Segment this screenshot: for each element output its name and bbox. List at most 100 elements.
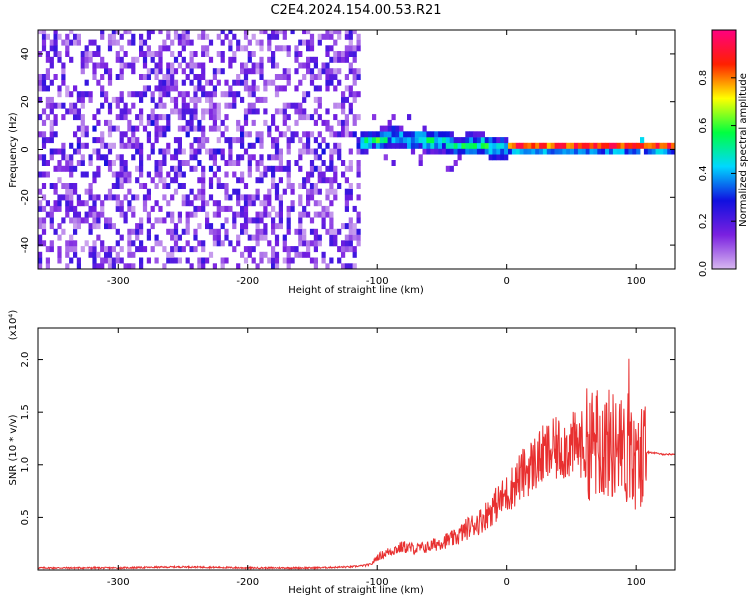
spectrogram-cell	[57, 251, 62, 258]
spectrogram-cell	[158, 177, 163, 184]
spectrogram-cell	[49, 137, 54, 144]
spectrogram-cell	[205, 33, 210, 40]
spectrogram-cell	[166, 171, 171, 178]
spectrogram-cell	[309, 114, 315, 121]
spectrogram-cell	[127, 205, 132, 212]
spectrogram-cell	[162, 160, 167, 166]
spectrogram-cell	[333, 228, 338, 235]
spectrogram-cell	[352, 205, 357, 212]
spectrogram-cell	[240, 79, 245, 86]
spectrogram-cell	[659, 142, 664, 149]
spectrogram-cell	[45, 56, 50, 63]
spectrogram-cell	[294, 68, 299, 75]
spectrogram-cell	[620, 142, 625, 149]
spectrogram-cell	[220, 119, 225, 126]
spectrogram-cell	[554, 148, 559, 155]
spectrogram-cell	[667, 142, 672, 149]
spectrogram-cell	[193, 108, 198, 115]
spectrogram-cell	[197, 188, 202, 195]
spectrogram-cell	[418, 154, 423, 161]
spectrogram-cell	[57, 85, 62, 92]
spectrogram-cell	[274, 137, 280, 144]
spectrogram-cell	[69, 171, 74, 178]
spectrogram-cell	[49, 211, 54, 218]
spectrogram-cell	[49, 102, 54, 109]
spectrogram-cell	[76, 125, 81, 132]
spectrogram-cell	[593, 142, 598, 149]
spectrogram-cell	[465, 148, 470, 155]
spectrogram-cell	[344, 51, 349, 57]
spectrogram-cell	[228, 45, 233, 52]
spectrogram-cell	[73, 217, 78, 224]
spectrogram-cell	[333, 85, 338, 92]
spectrogram-cell	[69, 142, 74, 149]
spectrogram-cell	[216, 148, 221, 155]
spectrogram-cell	[348, 240, 353, 247]
spectrogram-cell	[620, 148, 625, 155]
spectrogram-cell	[395, 131, 400, 138]
spectrogram-cell	[96, 108, 101, 115]
spectrogram-cell	[57, 246, 62, 253]
spectrogram-cell	[65, 154, 70, 161]
spectrogram-cell	[158, 114, 163, 121]
spectrogram-cell	[92, 223, 97, 230]
spectrogram-cell	[73, 114, 78, 121]
spectrogram-cell	[240, 45, 245, 52]
spectrogram-cell	[348, 45, 353, 52]
spectrogram-cell	[104, 142, 109, 149]
spectrogram-cell	[170, 177, 175, 184]
spectrogram-cell	[348, 108, 353, 115]
spectrogram-cell	[251, 194, 256, 201]
spectrogram-cell	[170, 217, 175, 224]
spectrogram-cell	[410, 137, 416, 144]
spectrogram-cell	[240, 142, 245, 149]
spectrogram-cell	[80, 217, 85, 224]
spectrogram-cell	[240, 194, 245, 201]
spectrogram-cell	[166, 125, 171, 132]
spectrogram-cell	[274, 234, 280, 241]
spectrogram-cell	[96, 148, 101, 155]
spectrogram-cell	[166, 142, 171, 149]
spectrogram-cell	[278, 74, 283, 80]
spectrogram-cell	[302, 177, 307, 184]
spectrogram-cell	[84, 188, 89, 195]
x-tick-label: 100	[627, 276, 646, 287]
spectrogram-cell	[504, 154, 509, 161]
spectrogram-cell	[263, 171, 268, 178]
spectrogram-cell	[88, 183, 93, 189]
spectrogram-cell	[123, 160, 128, 166]
spectrogram-cell	[170, 194, 175, 201]
spectrogram-cell	[119, 234, 124, 241]
spectrogram-cell	[139, 240, 144, 247]
spectrogram-cell	[247, 85, 252, 92]
spectrogram-cell	[53, 119, 58, 126]
spectrogram-cell	[228, 56, 233, 63]
spectrogram-cell	[251, 142, 256, 149]
spectrogram-cell	[442, 142, 447, 149]
spectrogram-cell	[181, 108, 186, 115]
spectrogram-cell	[107, 257, 113, 264]
spectrogram-cell	[329, 56, 334, 63]
spectrogram-cell	[123, 171, 128, 178]
spectrogram-cell	[255, 68, 260, 75]
spectrogram-cell	[313, 240, 318, 247]
spectrogram-cell	[173, 223, 179, 230]
spectrogram-cell	[329, 257, 334, 264]
spectrogram-cell	[166, 228, 171, 235]
spectrogram-cell	[329, 177, 334, 184]
spectrogram-cell	[57, 148, 62, 155]
spectrogram-cell	[135, 137, 140, 144]
spectrogram-cell	[469, 148, 474, 155]
spectrogram-cell	[181, 39, 186, 46]
spectrogram-cell	[274, 183, 280, 189]
spectrogram-cell	[515, 142, 520, 149]
spectrogram-cell	[107, 160, 113, 166]
spectrogram-cell	[216, 137, 221, 144]
spectrogram-cell	[96, 154, 101, 161]
spectrogram-cell	[158, 79, 163, 86]
spectrogram-cell	[65, 39, 70, 46]
spectrogram-cell	[294, 85, 299, 92]
spectrogram-cell	[61, 217, 66, 224]
spectrogram-cell	[189, 108, 194, 115]
colorbar-bar	[712, 30, 736, 269]
